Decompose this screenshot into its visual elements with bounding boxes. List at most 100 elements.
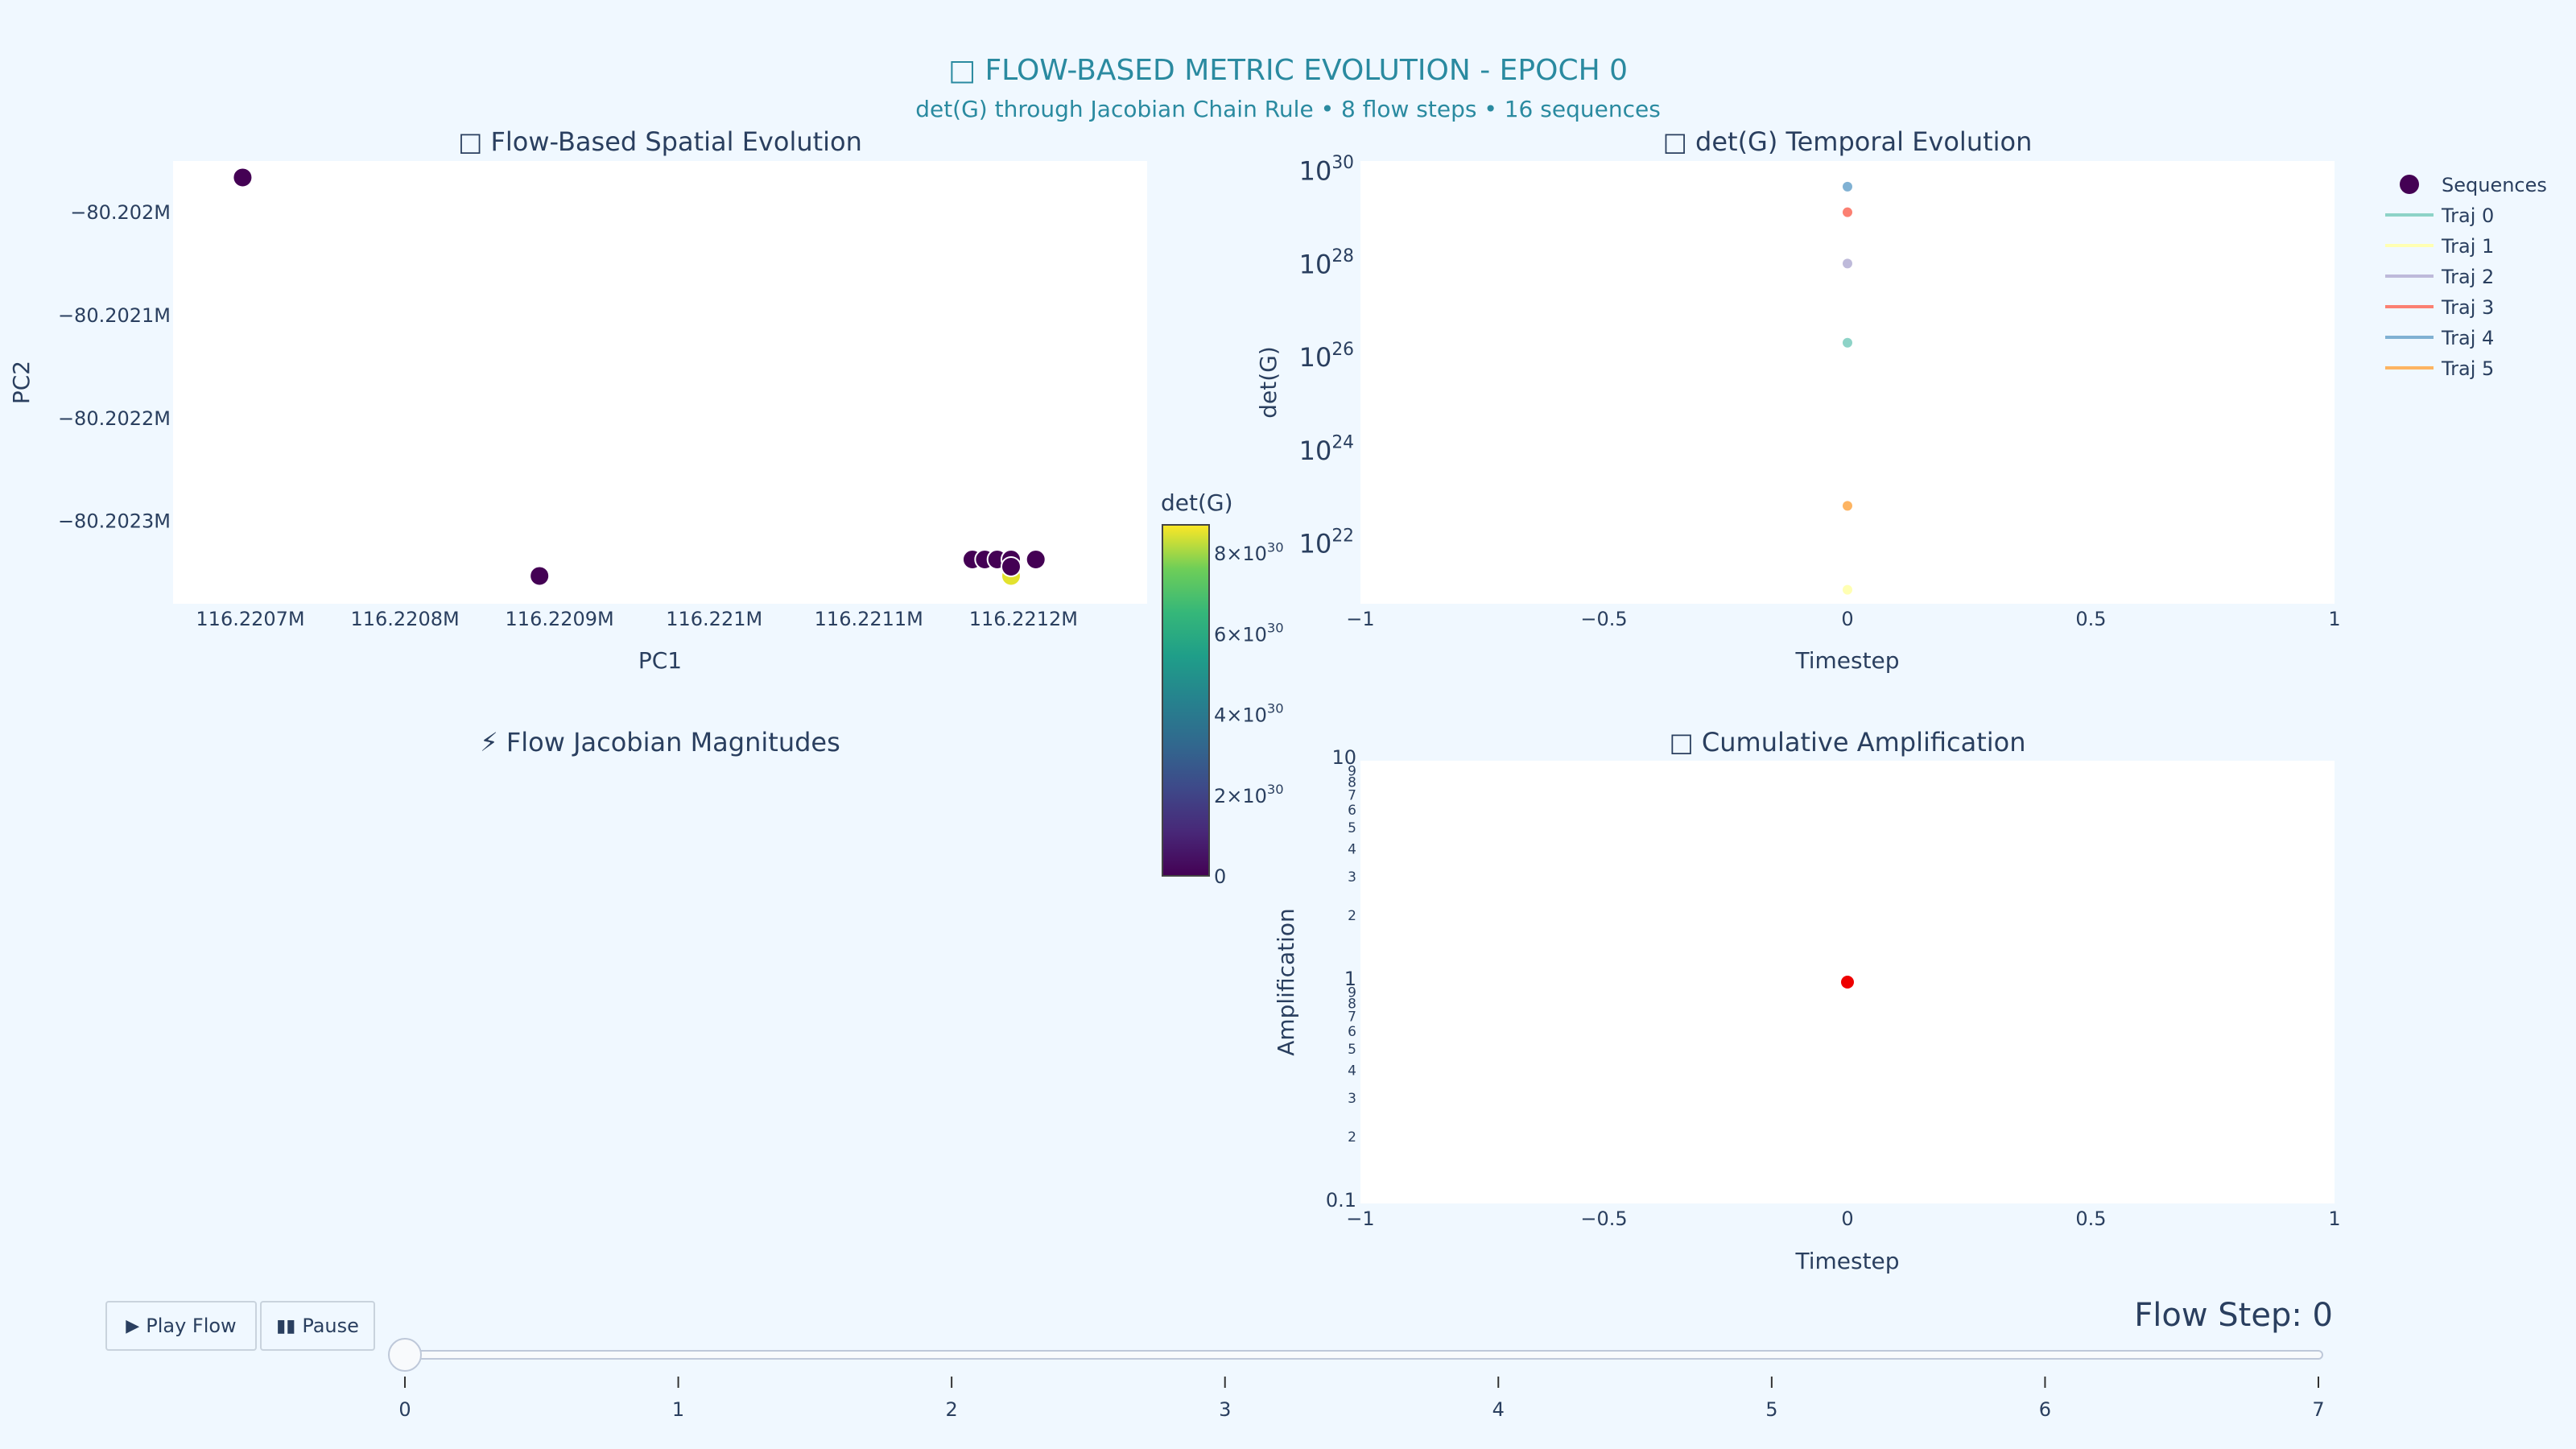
legend-item[interactable]: Traj 1 — [2385, 235, 2494, 258]
amplification-y-tick-label: 10 — [1331, 746, 1356, 769]
spatial-point — [529, 565, 551, 587]
temporal-y-tick-label: 1024 — [1299, 433, 1354, 466]
slider-tick-label: 5 — [1765, 1398, 1777, 1421]
colorbar-title: det(G) — [1161, 489, 1233, 516]
amplification-y-minor-tick-label: 9 — [1348, 985, 1356, 1001]
legend-item[interactable]: Traj 3 — [2385, 296, 2494, 319]
temporal-point — [1843, 501, 1852, 511]
temporal-plot-area — [1360, 161, 2334, 604]
colorbar-tick-label-exponent: 30 — [1267, 782, 1284, 797]
temporal-x-tick-label: 1 — [2328, 608, 2340, 630]
colorbar-tick-label: 6×1030 — [1214, 621, 1284, 646]
legend-item[interactable]: Sequences — [2400, 174, 2547, 196]
spatial-x-tick-label: 116.2209M — [506, 608, 614, 630]
spatial-x-tick-label: 116.2212M — [969, 608, 1078, 630]
colorbar-tick-label-exponent: 30 — [1267, 539, 1284, 555]
slider-ticks: 0 1 2 3 4 5 6 7 — [398, 1377, 2325, 1421]
slider-current-value: Flow Step: 0 — [2134, 1297, 2333, 1334]
amplification-points — [1841, 976, 1854, 989]
slider-tick-label: 3 — [1219, 1398, 1231, 1421]
temporal-x-tick-label: 0.5 — [2075, 608, 2106, 630]
colorbar-tick-label-base: 2×10 — [1214, 785, 1267, 807]
temporal-y-tick-label-exponent: 26 — [1331, 340, 1354, 360]
figure-subtitle: det(G) through Jacobian Chain Rule • 8 f… — [915, 96, 1661, 122]
legend-label: Traj 0 — [2441, 204, 2494, 227]
temporal-y-tick-label: 1030 — [1299, 153, 1354, 186]
legend-item[interactable]: Traj 4 — [2385, 327, 2494, 349]
colorbar-tick-label-base: 4×10 — [1214, 704, 1267, 727]
slider-tick-label: 2 — [946, 1398, 958, 1421]
temporal-x-tick-label: −1 — [1346, 608, 1374, 630]
legend-item[interactable]: Traj 0 — [2385, 204, 2494, 227]
amplification-y-minor-tick-label: 8 — [1348, 775, 1356, 791]
amplification-y-minor-tick-label: 8 — [1348, 997, 1356, 1013]
amplification-y-minor-tick-label: 4 — [1348, 841, 1356, 857]
amplification-x-tick-label: 0.5 — [2075, 1208, 2106, 1230]
colorbar-tick-label-base: 6×10 — [1214, 623, 1267, 646]
spatial-x-tick-label: 116.2208M — [350, 608, 459, 630]
spatial-y-tick-label: −80.2022M — [58, 407, 171, 430]
temporal-y-tick-label-exponent: 22 — [1331, 526, 1354, 546]
amplification-y-minor-tick-label: 6 — [1348, 1024, 1356, 1040]
amplification-y-minor-tick-label: 7 — [1348, 788, 1356, 804]
amplification-y-axis-label: Amplification — [1273, 908, 1299, 1056]
spatial-y-ticks: −80.202M −80.2021M −80.2022M −80.2023M — [58, 201, 171, 533]
spatial-x-ticks: 116.2207M 116.2208M 116.2209M 116.221M 116.2… — [196, 608, 1078, 630]
play-flow-button[interactable]: ▶ Play Flow — [105, 1301, 257, 1351]
temporal-y-tick-label-base: 10 — [1299, 436, 1332, 466]
slider-tick-label: 7 — [2312, 1398, 2324, 1421]
colorbar-gradient — [1162, 524, 1210, 877]
legend-label: Traj 1 — [2441, 235, 2494, 258]
legend-marker — [2400, 175, 2419, 194]
figure-title: □ FLOW-BASED METRIC EVOLUTION - EPOCH 0 — [948, 54, 1628, 87]
temporal-y-tick-label-base: 10 — [1299, 342, 1332, 373]
amplification-x-ticks: −1 −0.5 0 0.5 1 — [1346, 1208, 2340, 1230]
slider-tick-label: 1 — [672, 1398, 684, 1421]
pause-button[interactable]: ▮▮ Pause — [260, 1301, 375, 1351]
temporal-x-tick-label: 0 — [1841, 608, 1853, 630]
spatial-y-tick-label: −80.2021M — [58, 304, 171, 327]
play-icon: ▶ — [126, 1315, 140, 1336]
amplification-x-axis-label: Timestep — [1794, 1248, 1899, 1274]
amplification-y-tick-label: 1 — [1344, 968, 1356, 990]
pause-icon: ▮▮ — [276, 1315, 296, 1336]
legend-label: Traj 4 — [2441, 327, 2494, 349]
spatial-evolution-panel: □ Flow-Based Spatial Evolution 116.2207M… — [8, 126, 1147, 674]
colorbar-tick-label-base: 8×10 — [1214, 543, 1267, 565]
spatial-plot-area — [173, 161, 1147, 604]
spatial-point — [232, 167, 254, 188]
temporal-y-tick-label-exponent: 30 — [1331, 153, 1354, 173]
legend-item[interactable]: Traj 2 — [2385, 266, 2494, 288]
temporal-y-tick-label-base: 10 — [1299, 249, 1332, 279]
slider-tick-label: 6 — [2039, 1398, 2051, 1421]
temporal-y-tick-label-exponent: 24 — [1331, 433, 1354, 453]
legend-label: Traj 2 — [2441, 266, 2494, 288]
temporal-x-tick-label: −0.5 — [1580, 608, 1627, 630]
temporal-y-tick-label-base: 10 — [1299, 529, 1332, 559]
legend-item[interactable]: Traj 5 — [2385, 357, 2494, 380]
amplification-x-tick-label: −0.5 — [1580, 1208, 1627, 1230]
legend[interactable]: Sequences Traj 0 Traj 1 Traj 2 Traj 3 Traj 4 T… — [2385, 174, 2547, 380]
slider-rail[interactable] — [402, 1350, 2323, 1360]
temporal-y-axis-label: det(G) — [1255, 346, 1282, 419]
temporal-y-tick-label: 1026 — [1299, 340, 1354, 373]
legend-label: Sequences — [2442, 174, 2547, 196]
amplification-y-minor-tick-label: 2 — [1348, 908, 1356, 924]
colorbar-tick-label-base: 0 — [1214, 865, 1226, 888]
amplification-y-minor-tick-label: 3 — [1348, 1091, 1356, 1107]
amplification-y-minor-tick-label: 9 — [1348, 764, 1356, 780]
flow-step-slider[interactable]: Flow Step: 0 0 1 2 3 4 5 6 7 — [388, 1297, 2333, 1421]
jacobian-magnitudes-panel: ⚡ Flow Jacobian Magnitudes — [480, 727, 840, 758]
colorbar-tick-label: 4×1030 — [1214, 701, 1284, 727]
temporal-evolution-panel: □ det(G) Temporal Evolution −1 −0.5 0 0.5 1 … — [1255, 126, 2341, 674]
temporal-y-tick-label: 1022 — [1299, 526, 1354, 559]
colorbar-tick-label-exponent: 30 — [1267, 701, 1284, 716]
spatial-x-tick-label: 116.2211M — [815, 608, 923, 630]
temporal-point — [1843, 181, 1852, 192]
amplification-y-minor-tick-label: 2 — [1348, 1129, 1356, 1146]
slider-handle[interactable] — [388, 1338, 422, 1372]
amplification-y-minor-tick-label: 3 — [1348, 869, 1356, 886]
